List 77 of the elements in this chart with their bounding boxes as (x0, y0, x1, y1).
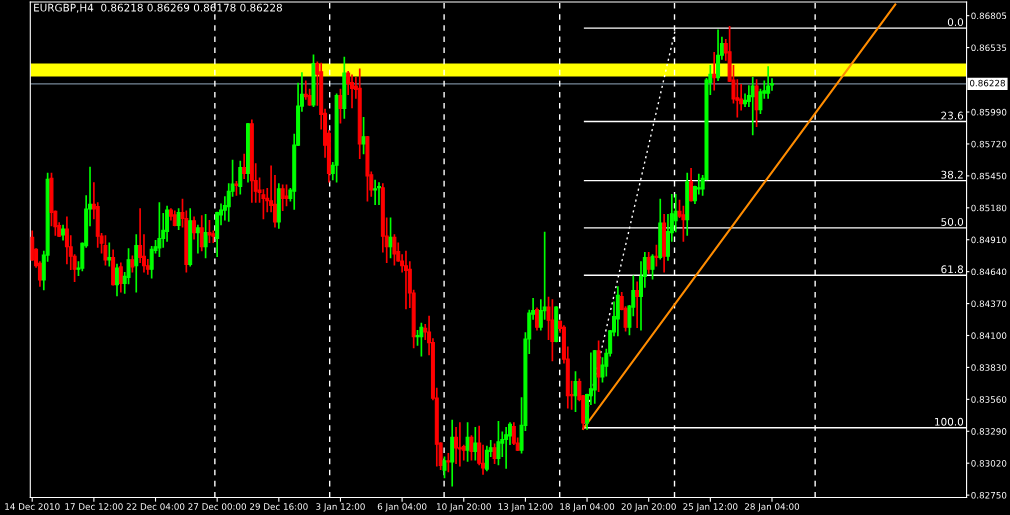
x-tick-label: 27 Dec 00:00 (188, 503, 247, 510)
x-tick-label: 10 Jan 20:00 (437, 503, 491, 512)
candlestick (496, 420, 501, 466)
candlestick (635, 281, 640, 329)
x-tick-label: 25 Jan 12:00 (683, 503, 738, 512)
candlestick (361, 117, 366, 155)
x-tick-label: 29 Dec 16:00 (250, 503, 308, 510)
annotation: 61.8 (941, 265, 964, 274)
candlestick (654, 244, 659, 267)
candlestick (195, 224, 200, 254)
y-tick-label: 0.85990 (971, 108, 1007, 116)
candlestick (573, 371, 578, 413)
x-tick-label: 6 Jan 04:00 (377, 503, 427, 512)
candlestick (134, 234, 139, 293)
candlestick (350, 74, 355, 109)
candlestick (454, 426, 459, 465)
y-tick-label: 0.85720 (971, 140, 1007, 148)
candlestick (157, 202, 162, 258)
x-tick-label: 20 Jan 20:00 (621, 503, 676, 512)
x-tick-label: 14 Dec 2010 (5, 503, 60, 510)
candlestick (207, 219, 212, 243)
y-tick-label: 0.83830 (971, 364, 1007, 371)
candlestick (376, 182, 381, 206)
y-tick-label: 0.84370 (971, 300, 1007, 308)
candlestick (716, 29, 721, 81)
candlestick (107, 242, 112, 267)
candlestick (388, 217, 393, 259)
annotation: 100.0 (935, 417, 964, 426)
candlestick (103, 235, 108, 266)
candlestick (280, 184, 285, 211)
y-tick-label: 0.83560 (971, 396, 1007, 403)
x-tick-label: 22 Dec 04:00 (126, 503, 185, 510)
candlestick (712, 52, 717, 91)
annotation: 50.0 (941, 218, 964, 226)
candlestick (392, 234, 397, 266)
y-tick-label: 0.85180 (971, 204, 1007, 212)
ref-line-label: 0.86228 (969, 79, 1005, 87)
x-tick-label: 3 Jan 12:00 (316, 503, 365, 512)
candlestick (192, 216, 197, 240)
y-tick-label: 0.83290 (971, 428, 1007, 435)
candlestick (650, 254, 655, 280)
candlestick (473, 426, 478, 461)
chart-title: EURGBP,H4 0.86218 0.86269 0.86178 0.86228 (34, 3, 282, 13)
y-tick-label: 0.86535 (971, 44, 1007, 52)
y-tick-label: 0.82750 (971, 491, 1007, 499)
candlestick (534, 307, 539, 331)
annotation: 23.6 (941, 111, 964, 120)
y-tick-label: 0.86805 (971, 12, 1007, 20)
candlestick (754, 79, 759, 128)
annotation: 0.0 (947, 18, 964, 27)
y-tick-label: 0.84910 (971, 236, 1007, 244)
x-tick-label: 17 Dec 12:00 (65, 503, 123, 510)
candlestick (238, 160, 243, 195)
candlestick (242, 153, 247, 180)
candlestick (419, 322, 424, 357)
annotation: 38.2 (941, 170, 963, 179)
candlestick (203, 214, 208, 259)
y-tick-label: 0.84640 (971, 268, 1007, 276)
candlestick (550, 299, 555, 362)
candlestick (766, 66, 771, 99)
candlestick (492, 443, 497, 465)
candlestick (442, 456, 447, 479)
candlestick (284, 184, 289, 207)
y-tick-label: 0.83020 (971, 460, 1007, 467)
candlestick (338, 88, 343, 124)
x-tick-label: 28 Jan 04:00 (744, 503, 800, 512)
candlestick (504, 426, 509, 469)
x-tick-label: 13 Jan 12:00 (498, 503, 553, 512)
candlestick (118, 262, 123, 293)
x-tick-label: 18 Jan 04:00 (560, 503, 615, 512)
candlestick (457, 422, 462, 467)
candlestick (114, 263, 119, 297)
candlestick (373, 179, 378, 206)
y-tick-label: 0.84100 (971, 332, 1007, 339)
candlestick (469, 435, 474, 461)
y-tick-label: 0.85450 (971, 172, 1007, 180)
candlestick (615, 286, 620, 337)
